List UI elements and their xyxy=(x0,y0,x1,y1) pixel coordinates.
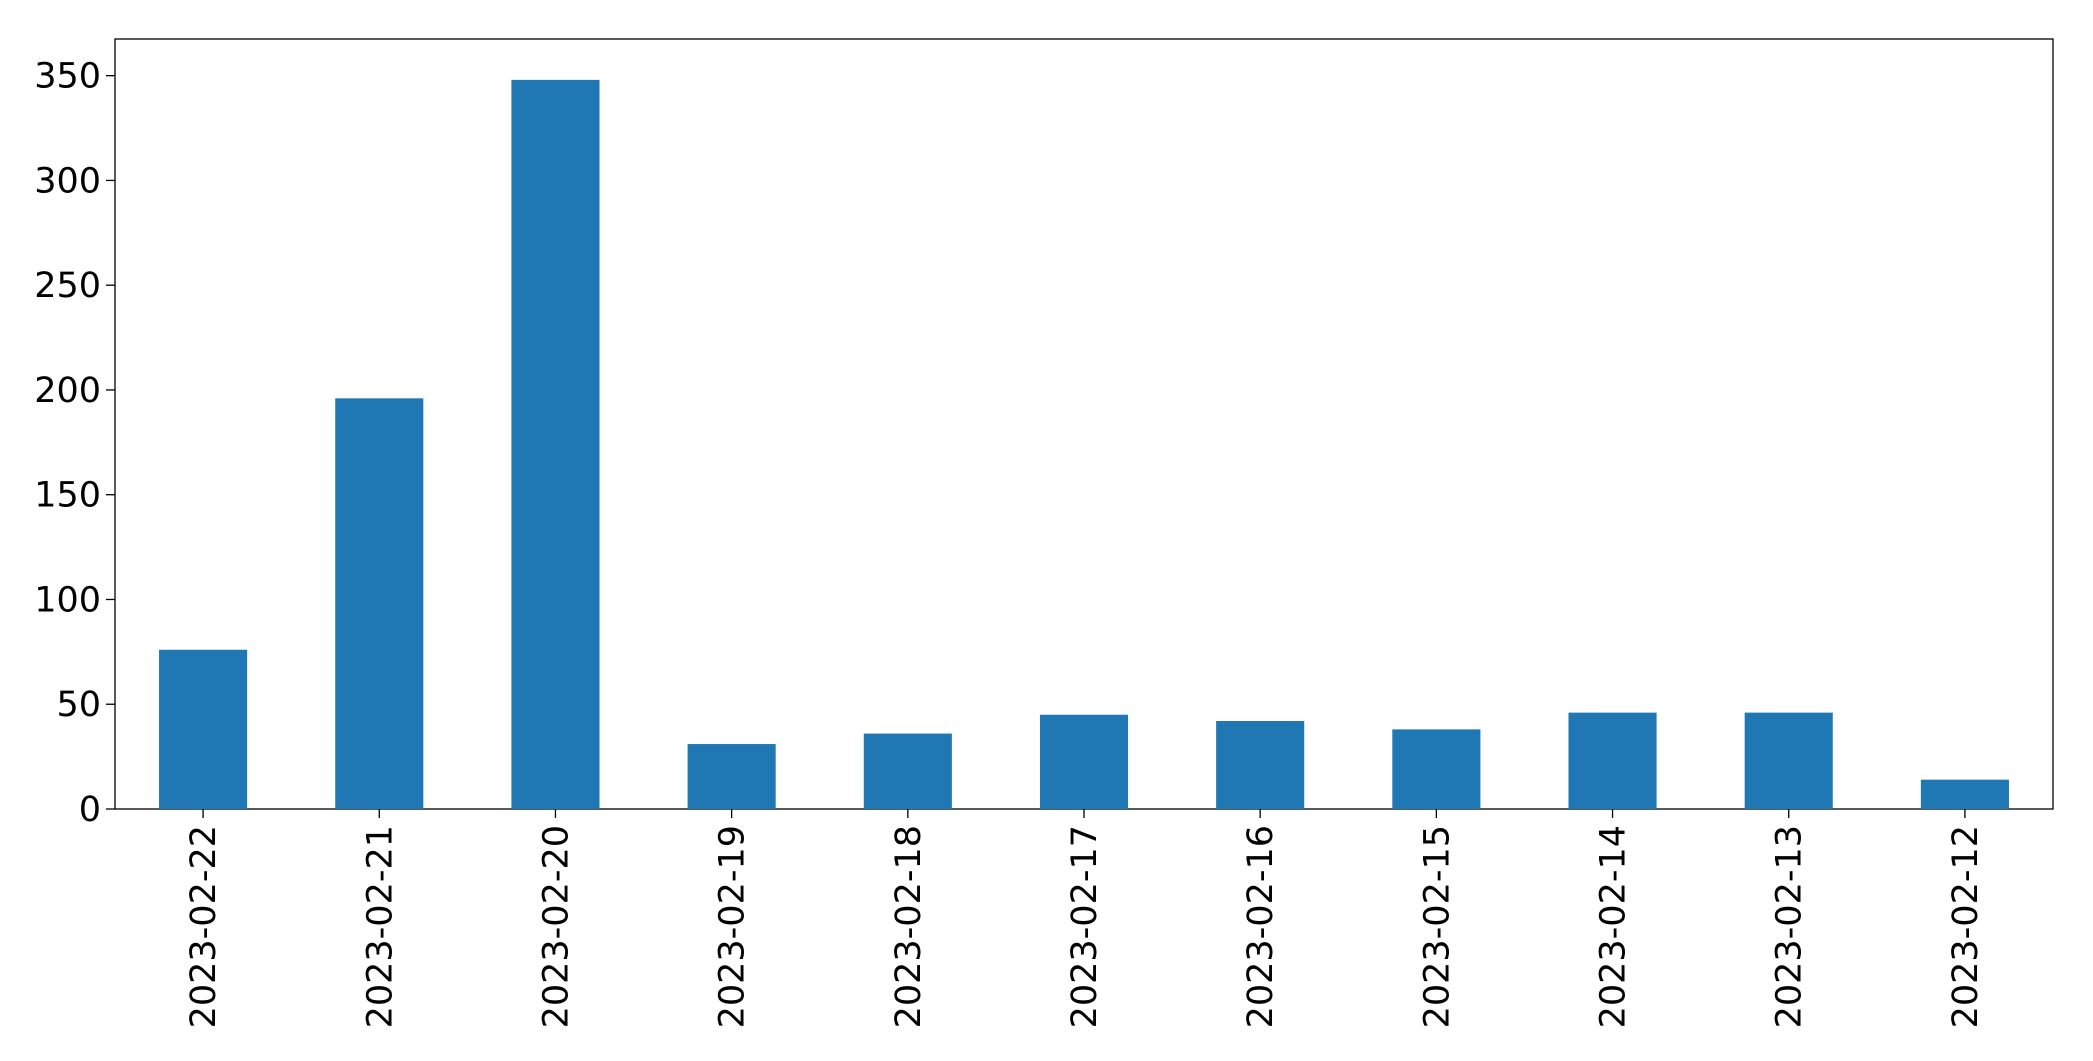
y-tick-label: 200 xyxy=(34,371,101,411)
y-tick-label: 250 xyxy=(34,266,101,306)
bar xyxy=(1744,712,1833,809)
bar xyxy=(159,649,248,809)
y-tick-label: 150 xyxy=(34,476,101,516)
x-tick-label: 2023-02-14 xyxy=(1594,825,1634,1028)
x-tick-label: 2023-02-12 xyxy=(1946,825,1986,1028)
bar xyxy=(687,744,776,809)
bar xyxy=(335,398,424,809)
y-tick-label: 350 xyxy=(34,57,101,97)
bar xyxy=(1392,729,1481,809)
x-tick-label: 2023-02-13 xyxy=(1770,825,1810,1028)
y-tick-label: 100 xyxy=(34,580,101,620)
y-tick-label: 50 xyxy=(56,685,101,725)
bar xyxy=(1920,779,2009,809)
bar xyxy=(1216,721,1305,809)
bar xyxy=(511,79,600,810)
bar xyxy=(1568,712,1657,809)
x-tick-label: 2023-02-19 xyxy=(713,825,753,1028)
x-tick-label: 2023-02-18 xyxy=(889,825,929,1028)
x-tick-label: 2023-02-21 xyxy=(360,825,400,1028)
y-tick-label: 300 xyxy=(34,161,101,201)
y-tick-label: 0 xyxy=(79,790,101,830)
x-tick-label: 2023-02-20 xyxy=(536,825,576,1028)
bar xyxy=(1039,714,1129,809)
bar xyxy=(863,733,952,809)
x-tick-label: 2023-02-15 xyxy=(1417,825,1457,1028)
x-tick-label: 2023-02-17 xyxy=(1065,825,1105,1028)
x-tick-label: 2023-02-16 xyxy=(1241,825,1281,1028)
x-tick-label: 2023-02-22 xyxy=(184,825,224,1028)
